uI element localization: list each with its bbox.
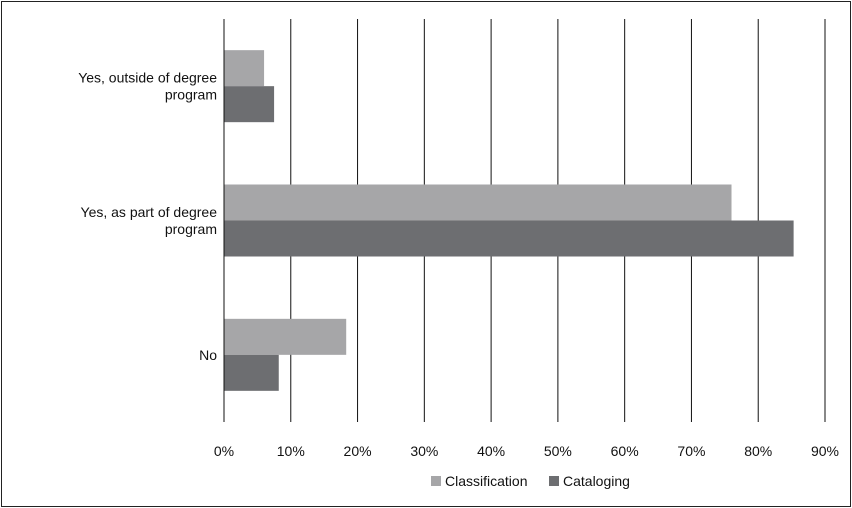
bar-cataloging-1 [224,220,794,257]
x-tick-label: 20% [344,443,372,459]
legend-swatch-classification [431,476,441,486]
legend-label-classification: Classification [445,473,527,489]
x-tick-label: 80% [744,443,772,459]
bar-classification-0 [224,50,265,87]
x-tick-label: 0% [214,443,234,459]
x-tick-labels: 0% 10% 20% 30% 40% 50% 60% 70% 80% 90% [214,443,839,459]
x-tick-label: 90% [811,443,839,459]
x-tick-label: 30% [410,443,438,459]
x-tick-label: 50% [544,443,572,459]
bar-cataloging-2 [224,354,279,391]
x-tick-label: 70% [677,443,705,459]
legend-swatch-cataloging [549,476,559,486]
x-tick-label: 60% [611,443,639,459]
category-labels: Yes, outside of degree program Yes, as par… [78,70,217,363]
category-label-0: Yes, outside of degree program [78,70,217,103]
bars [224,50,794,391]
legend: Classification Cataloging [431,473,630,489]
category-label-1: Yes, as part of degree program [81,204,218,237]
legend-label-cataloging: Cataloging [563,473,630,489]
x-tick-label: 40% [477,443,505,459]
bar-classification-1 [224,184,732,221]
x-tick-label: 10% [277,443,305,459]
bar-cataloging-0 [224,86,275,123]
bar-classification-2 [224,318,347,355]
category-label-2: No [199,347,217,363]
